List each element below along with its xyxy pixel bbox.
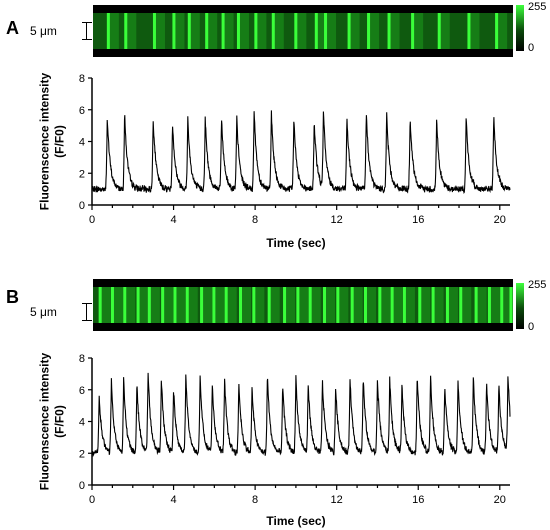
y-tick-label: 4 <box>79 417 85 429</box>
x-tick-label: 20 <box>494 214 506 226</box>
panel-a: A 5 μm 255 0 0 2 4 6 8 0 4 8 12 16 20 Time (sec) Flu… <box>0 0 550 265</box>
x-tick-label: 0 <box>89 494 95 506</box>
x-tick-label: 20 <box>494 494 506 506</box>
x-tick-label: 16 <box>412 214 424 226</box>
x-tick-label: 8 <box>252 214 258 226</box>
y-tick-label: 0 <box>79 200 85 212</box>
y-axis-label: (F/F0) <box>53 405 67 438</box>
y-tick-label: 8 <box>79 353 85 365</box>
trace-chart: 0 2 4 6 8 0 4 8 12 16 20 Time (sec) Fluorenscence in… <box>0 0 550 265</box>
y-tick-label: 2 <box>79 448 85 460</box>
y-tick-label: 0 <box>79 480 85 492</box>
x-tick-label: 12 <box>331 214 343 226</box>
x-tick-label: 4 <box>170 214 176 226</box>
x-tick-label: 12 <box>331 494 343 506</box>
y-tick-label: 6 <box>79 385 85 397</box>
y-tick-label: 2 <box>79 168 85 180</box>
x-axis-label: Time (sec) <box>266 236 325 250</box>
x-tick-label: 8 <box>252 494 258 506</box>
x-tick-label: 4 <box>170 494 176 506</box>
y-tick-label: 6 <box>79 105 85 117</box>
x-tick-label: 0 <box>89 214 95 226</box>
trace-chart: 0 2 4 6 8 0 4 8 12 16 20 Time (sec) Fluorenscence in… <box>0 265 550 530</box>
fluorescence-trace <box>92 373 510 456</box>
y-tick-label: 8 <box>79 73 85 85</box>
y-tick-label: 4 <box>79 137 85 149</box>
panel-b: B 5 μm 255 0 0 2 4 6 8 0 4 8 12 16 20 Time (sec) Flu… <box>0 265 550 530</box>
y-axis-label: Fluorenscence intensity <box>38 352 52 490</box>
y-axis-label: Fluorenscence intensity <box>38 72 52 210</box>
x-tick-label: 16 <box>412 494 424 506</box>
x-axis-label: Time (sec) <box>266 514 325 528</box>
fluorescence-trace <box>92 110 510 192</box>
y-axis-label: (F/F0) <box>53 125 67 158</box>
